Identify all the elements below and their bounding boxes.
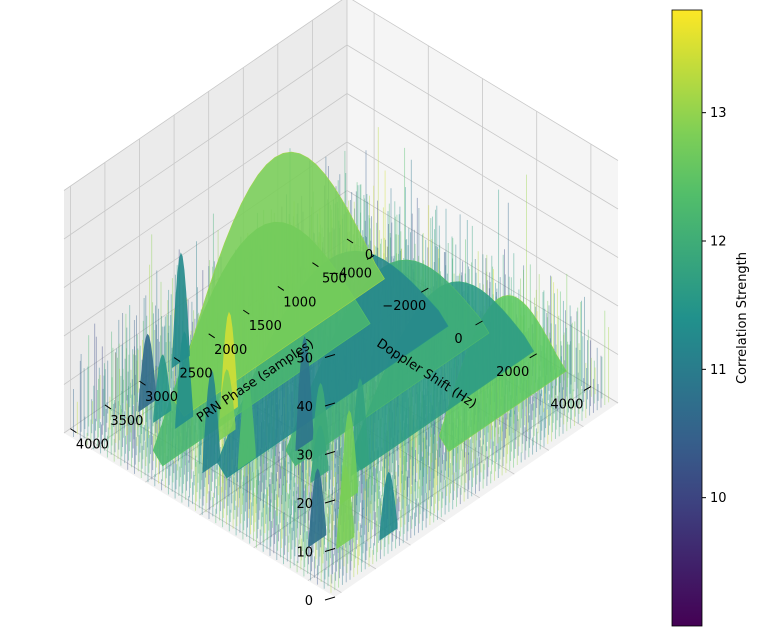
colorbar-tick-label: 11 [710,363,727,378]
z-gridline [63,0,619,191]
x-tick-label: 1500 [249,319,282,334]
surface-lobe [153,354,172,423]
z-tick-label: 10 [296,546,313,561]
z-tick [324,596,336,601]
x-tick [208,333,215,339]
x-tick [173,357,181,362]
y-tick-label: 0 [454,332,462,347]
surface-lobe [310,425,329,483]
x-tick-label: 500 [322,272,347,287]
surface-lobe [138,333,157,413]
z-gridline [63,190,619,385]
y-tick [366,254,375,260]
surface-lobe [350,378,369,477]
colorbar-gradient [671,9,703,627]
y-tick [529,353,537,359]
z-gridline [63,44,619,240]
z-gridline [63,141,619,337]
surface-lobe [295,336,314,452]
z-gridline [63,93,619,288]
x-tick-label: 3500 [110,414,143,429]
x-tick [242,309,250,315]
y-tick-label: −2000 [382,299,426,314]
x-tick-label: 4000 [76,438,109,453]
z-tick-label: 20 [296,497,313,512]
z-tick [324,548,336,552]
y-tick [583,386,592,392]
y-tick-label: 2000 [496,365,529,380]
surface-lobe [237,377,256,470]
x-tick-label: 2500 [180,367,213,382]
colorbar-tick-label: 12 [710,235,727,250]
z-tick-label: 50 [296,352,313,367]
z-tick-label: 40 [296,400,313,415]
x-tick-label: 1000 [283,295,316,310]
y-tick [475,320,483,326]
surface-lobe [202,369,221,474]
z-tick [324,354,336,358]
x-tick [139,380,146,386]
surface-lobe [217,369,236,442]
z-tick [324,451,336,455]
left-pane [64,0,347,433]
colorbar-tick-label: 13 [710,106,727,121]
z-tick [324,402,336,407]
surface-lobe [336,465,355,550]
z-tick-label: 30 [296,449,313,464]
x-tick-label: 0 [365,248,373,263]
y-tick [421,287,429,293]
x-tick [70,428,77,434]
y-tick-label: −4000 [328,266,372,281]
x-tick [346,238,354,244]
colorbar-label: Correlation Strength [735,252,750,384]
surface-lobe [379,471,398,541]
colorbar-tick-label: 10 [710,491,727,506]
x-tick [312,262,319,268]
y-tick-label: 4000 [550,398,583,413]
x-tick [277,285,285,291]
x-tick [104,404,112,410]
z-tick [324,499,336,504]
colorbar: 10 11 12 13 Correlation Strength [671,9,750,627]
x-tick-label: 2000 [214,343,247,358]
surface-lobe [175,331,194,429]
z-tick-label: 0 [305,594,313,609]
correlation-surface [73,127,610,593]
x-tick-label: 3000 [145,390,178,405]
surface-lobe [308,468,327,548]
